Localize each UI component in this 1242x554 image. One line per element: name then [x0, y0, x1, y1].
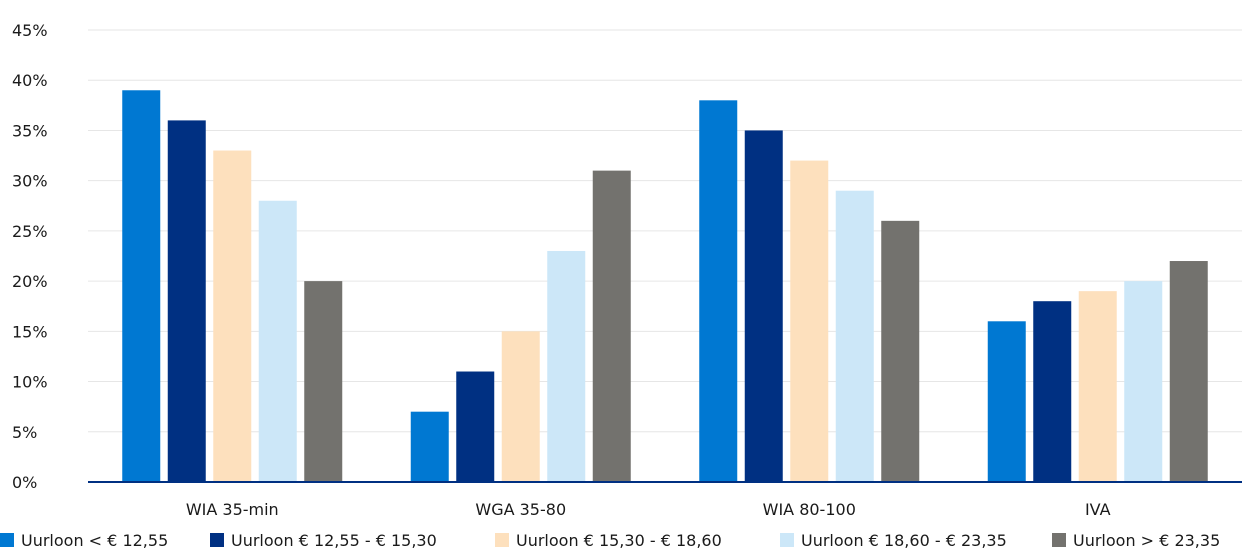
x-axis-labels: WIA 35-min WGA 35-80 WIA 80-100 IVA	[186, 500, 1111, 519]
bar	[213, 150, 252, 483]
bar	[835, 190, 874, 482]
y-tick-label: 25%	[12, 222, 48, 241]
legend-swatch	[210, 533, 224, 547]
bar	[304, 281, 343, 482]
bar	[790, 160, 829, 483]
bar	[1033, 301, 1072, 482]
y-tick-label: 5%	[12, 423, 37, 442]
bar	[1124, 281, 1163, 482]
legend-swatch	[0, 533, 14, 547]
legend-swatch	[1052, 533, 1066, 547]
bar	[1169, 261, 1208, 482]
bar	[456, 371, 495, 482]
bar	[987, 321, 1026, 482]
y-tick-label: 35%	[12, 121, 48, 140]
x-tick-label: WIA 35-min	[186, 500, 279, 519]
y-tick-label: 20%	[12, 272, 48, 291]
legend-label: Uurloon > € 23,35	[1073, 531, 1220, 550]
legend-swatch	[495, 533, 509, 547]
legend-item: Uurloon € 15,30 - € 18,60	[495, 531, 722, 550]
x-tick-label: IVA	[1085, 500, 1111, 519]
bar	[744, 130, 783, 482]
legend-item: Uurloon € 18,60 - € 23,35	[780, 531, 1007, 550]
bar	[547, 250, 586, 482]
bar	[410, 411, 449, 482]
legend-item: Uurloon > € 23,35	[1052, 531, 1220, 550]
y-tick-label: 40%	[12, 71, 48, 90]
y-tick-label: 10%	[12, 373, 48, 392]
legend: Uurloon < € 12,55 Uurloon € 12,55 - € 15,…	[0, 531, 1220, 550]
legend-label: Uurloon € 12,55 - € 15,30	[231, 531, 437, 550]
y-tick-label: 15%	[12, 322, 48, 341]
bar	[501, 331, 540, 482]
y-axis-ticks: 0% 5% 10% 15% 20% 25% 30% 35% 40% 45%	[12, 21, 48, 492]
legend-label: Uurloon < € 12,55	[21, 531, 168, 550]
legend-swatch	[780, 533, 794, 547]
bars	[122, 90, 1208, 483]
y-tick-label: 0%	[12, 473, 37, 492]
bar	[167, 120, 206, 483]
bar	[122, 90, 161, 483]
bar	[699, 100, 738, 483]
legend-item: Uurloon € 12,55 - € 15,30	[210, 531, 437, 550]
y-tick-label: 30%	[12, 172, 48, 191]
legend-item: Uurloon < € 12,55	[0, 531, 168, 550]
x-tick-label: WGA 35-80	[475, 500, 566, 519]
x-tick-label: WIA 80-100	[763, 500, 856, 519]
bar	[881, 220, 920, 482]
bar	[1078, 291, 1117, 482]
legend-label: Uurloon € 18,60 - € 23,35	[801, 531, 1007, 550]
bar	[592, 170, 631, 482]
y-tick-label: 45%	[12, 21, 48, 40]
legend-label: Uurloon € 15,30 - € 18,60	[516, 531, 722, 550]
bar	[258, 200, 297, 482]
